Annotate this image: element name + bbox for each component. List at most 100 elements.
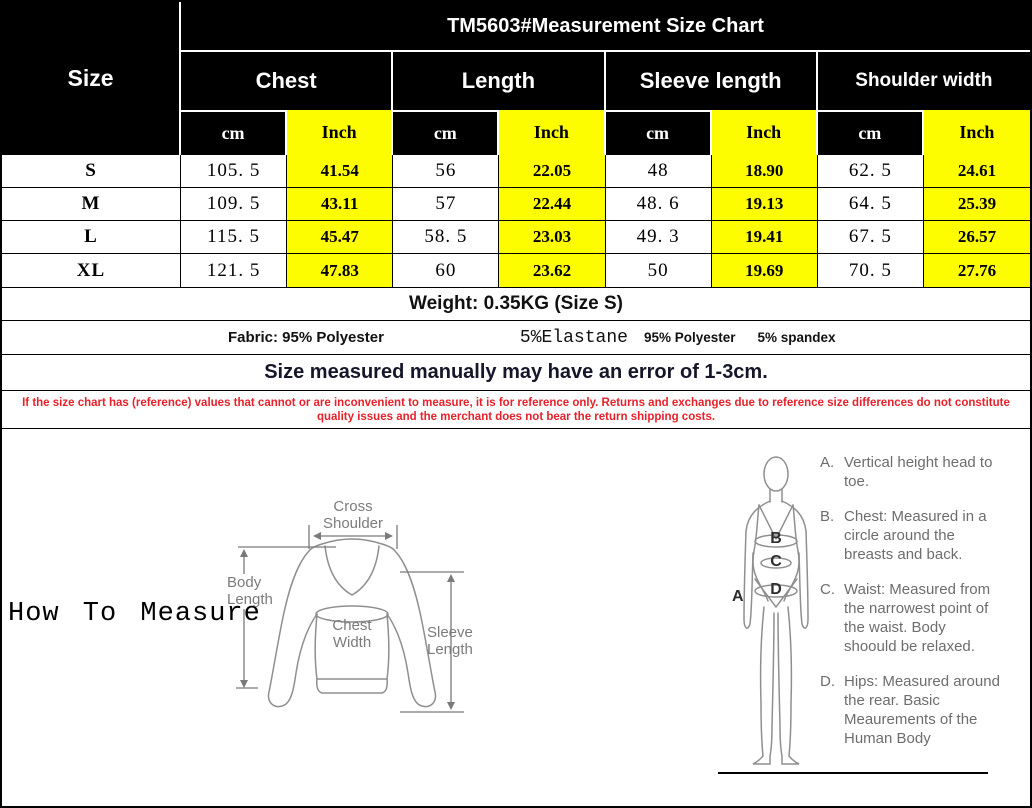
instruction-text: Hips: Measured around the rear. Basic Me…	[844, 673, 1000, 747]
measurement-cell: 67. 5	[817, 221, 924, 254]
instruction-key: A.	[820, 454, 835, 471]
figure-head	[763, 456, 789, 492]
measure-instructions: A. Vertical height head to toe. B. Chest…	[820, 453, 1000, 748]
arrowhead	[447, 702, 455, 710]
figure-neck	[769, 489, 783, 503]
instruction-item: B. Chest: Measured in a circle around th…	[820, 507, 1000, 564]
measurement-cell: 19.13	[711, 188, 818, 221]
measurement-cell: 23.62	[499, 254, 606, 288]
measurement-cell: 105. 5	[181, 155, 288, 188]
figure-bikini-top	[758, 504, 794, 540]
arrowhead	[385, 532, 393, 540]
sleeve-length-label: Length	[427, 641, 473, 658]
garment-left-sleeve	[267, 543, 323, 708]
measurement-cell: 62. 5	[817, 155, 924, 188]
instruction-item: C. Waist: Measured from the narrowest po…	[820, 580, 1000, 656]
unit-header-inch: Inch	[923, 110, 1030, 155]
figure-left-arm	[743, 500, 771, 629]
figure-right-arm	[781, 500, 809, 629]
measurement-cell: 115. 5	[181, 221, 288, 254]
tolerance-note: Size measured manually may have an error…	[2, 355, 1030, 391]
size-column-header: Size	[2, 2, 181, 155]
garment-neck-outline	[321, 538, 383, 545]
unit-header-cm: cm	[393, 110, 500, 155]
size-table: Size TM5603#Measurement Size Chart Chest…	[2, 2, 1030, 288]
group-header-length: Length	[393, 52, 606, 110]
fabric-spandex: 5% spandex	[757, 330, 836, 345]
chest-width-label: Width	[333, 634, 371, 651]
measurement-cell: 49. 3	[605, 221, 712, 254]
measurement-cell: 58. 5	[393, 221, 500, 254]
body-figure-diagram: B C D A	[732, 456, 809, 765]
measurement-cell: 60	[393, 254, 500, 288]
figure-waist-line	[760, 557, 792, 569]
body-length-arrow	[236, 546, 336, 689]
figure-label-b: B	[770, 530, 782, 547]
group-header-sleeve-length: Sleeve length	[605, 52, 818, 110]
measurement-cell: 18.90	[711, 155, 818, 188]
garment-diagram: Cross Shoulder Body Length Chest Width S…	[227, 498, 473, 713]
figure-hip-line	[754, 584, 798, 598]
garment-hem	[316, 678, 388, 694]
unit-header-inch: Inch	[287, 110, 394, 155]
how-to-measure-section: How To Measure Cross Shoulder Body Lengt…	[2, 429, 1030, 806]
size-label: XL	[2, 254, 181, 288]
measurement-cell: 48	[605, 155, 712, 188]
measurement-cell: 70. 5	[817, 254, 924, 288]
weight-note: Weight: 0.35KG (Size S)	[2, 288, 1030, 321]
body-length-label: Body	[227, 574, 262, 591]
measurement-cell: 121. 5	[181, 254, 288, 288]
instruction-text: Vertical height head to toe.	[844, 454, 993, 490]
cross-shoulder-label: Cross	[333, 498, 372, 515]
bottom-rule	[718, 772, 988, 774]
instruction-text: Chest: Measured in a circle around the b…	[844, 508, 987, 563]
figure-right-leg	[777, 606, 800, 765]
measurement-cell: 64. 5	[817, 188, 924, 221]
figure-label-a: A	[732, 588, 744, 605]
cross-shoulder-arrow	[308, 525, 398, 549]
arrowhead	[240, 549, 248, 557]
arrowhead	[447, 574, 455, 582]
garment-right-side	[386, 613, 390, 680]
unit-header-inch: Inch	[711, 110, 818, 155]
instruction-item: D. Hips: Measured around the rear. Basic…	[820, 672, 1000, 748]
disclaimer-note: If the size chart has (reference) values…	[2, 391, 1030, 429]
sleeve-length-arrow	[400, 571, 464, 713]
garment-chest-ellipse	[315, 605, 389, 623]
fabric-elastane: 5%Elastane	[519, 327, 628, 348]
garment-right-sleeve	[381, 543, 437, 708]
figure-label-c: C	[770, 553, 782, 570]
figure-left-leg	[752, 606, 775, 765]
fabric-label: Fabric: 95% Polyester	[228, 329, 384, 346]
measurement-cell: 26.57	[923, 221, 1030, 254]
measurement-cell: 45.47	[287, 221, 394, 254]
measurement-cell: 27.76	[923, 254, 1030, 288]
figure-bikini-bottom	[754, 578, 798, 608]
fabric-note: Fabric: 95% Polyester 5%Elastane 95% Pol…	[2, 321, 1030, 355]
how-to-measure-heading: How To Measure	[8, 599, 261, 629]
measurement-cell: 22.44	[499, 188, 606, 221]
measurement-cell: 23.03	[499, 221, 606, 254]
unit-header-cm: cm	[605, 110, 712, 155]
body-length-label: Length	[227, 591, 273, 608]
arrowhead	[313, 532, 321, 540]
size-label: S	[2, 155, 181, 188]
size-label: L	[2, 221, 181, 254]
measurement-cell: 48. 6	[605, 188, 712, 221]
instruction-key: D.	[820, 673, 835, 690]
measurement-cell: 109. 5	[181, 188, 288, 221]
measurement-cell: 24.61	[923, 155, 1030, 188]
cross-shoulder-label: Shoulder	[323, 515, 383, 532]
chart-title: TM5603#Measurement Size Chart	[181, 2, 1030, 52]
sleeve-length-label: Sleeve	[427, 624, 473, 641]
instruction-item: A. Vertical height head to toe.	[820, 453, 1000, 491]
unit-header-cm: cm	[817, 110, 924, 155]
measurement-cell: 43.11	[287, 188, 394, 221]
measurement-cell: 22.05	[499, 155, 606, 188]
measurement-cell: 41.54	[287, 155, 394, 188]
measurement-cell: 19.69	[711, 254, 818, 288]
group-header-shoulder-width: Shoulder width	[817, 52, 1030, 110]
measurement-cell: 50	[605, 254, 712, 288]
fabric-polyester: 95% Polyester	[643, 330, 736, 345]
figure-label-d: D	[770, 581, 782, 598]
